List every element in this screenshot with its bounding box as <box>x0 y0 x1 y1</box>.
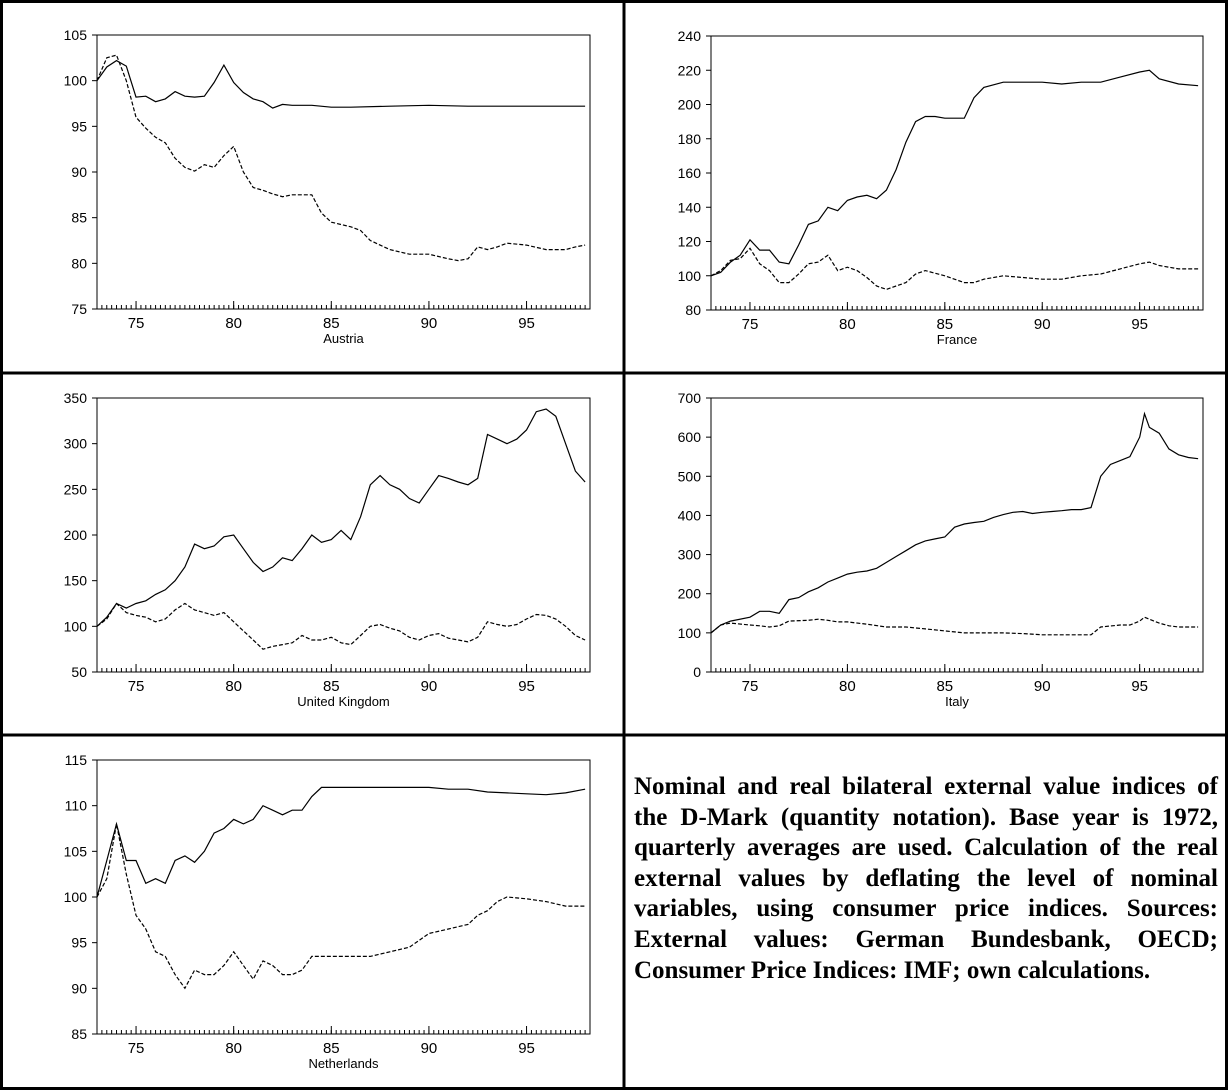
plot-area <box>710 397 1204 673</box>
x-tick-label: 95 <box>1131 678 1148 695</box>
series-line-nominal <box>710 69 1199 277</box>
chart-panel: 0 100 200 300 400 500 600 700 75 80 85 90 95 Italy <box>678 390 1204 709</box>
y-tick-label: 75 <box>71 301 87 317</box>
x-tick-label: 95 <box>1131 316 1148 333</box>
chart-panel: 80 100 120 140 160 180 200 220 240 75 80 85 90 95 Fran… <box>678 28 1204 347</box>
series-line-real <box>96 602 586 650</box>
x-axis-label: France <box>937 332 977 347</box>
y-tick-label: 100 <box>678 268 702 284</box>
x-axis-label: Austria <box>323 331 364 346</box>
chart-panel: 50 100 150 200 250 300 350 75 80 85 90 95 United Kin… <box>64 390 591 709</box>
y-tick-label: 95 <box>71 118 87 134</box>
x-tick-label: 85 <box>936 316 953 333</box>
y-tick-label: 90 <box>71 164 87 180</box>
y-tick-label: 200 <box>678 97 702 113</box>
y-tick-label: 200 <box>678 586 702 602</box>
x-axis-label: Netherlands <box>308 1056 379 1071</box>
series-line-nominal <box>96 59 586 109</box>
plot-area <box>96 34 591 310</box>
y-tick-label: 300 <box>678 547 702 563</box>
y-tick-label: 240 <box>678 28 702 44</box>
y-tick-label: 160 <box>678 165 702 181</box>
y-tick-label: 100 <box>64 618 88 634</box>
x-tick-label: 75 <box>742 316 759 333</box>
y-tick-label: 250 <box>64 481 88 497</box>
x-tick-label: 80 <box>225 1040 242 1057</box>
x-tick-label: 75 <box>742 678 759 695</box>
y-tick-label: 200 <box>64 527 88 543</box>
x-tick-label: 80 <box>839 316 856 333</box>
x-tick-label: 85 <box>323 678 340 695</box>
y-tick-label: 220 <box>678 62 702 78</box>
x-tick-label: 95 <box>518 678 535 695</box>
y-tick-label: 115 <box>65 752 88 768</box>
y-tick-label: 0 <box>693 664 701 680</box>
y-tick-label: 120 <box>678 234 702 250</box>
y-tick-label: 50 <box>71 664 87 680</box>
y-tick-label: 700 <box>678 390 702 406</box>
series-line-nominal <box>710 411 1199 634</box>
chart-panel: 85 90 95 100 105 110 115 75 80 85 90 95 Netherlands <box>64 752 591 1071</box>
x-axis-label: United Kingdom <box>297 694 390 709</box>
x-tick-label: 95 <box>518 1040 535 1057</box>
y-tick-label: 600 <box>678 429 702 445</box>
x-tick-label: 95 <box>518 315 535 332</box>
y-tick-label: 350 <box>64 390 88 406</box>
y-tick-label: 90 <box>71 980 87 996</box>
y-tick-label: 85 <box>71 1026 87 1042</box>
x-tick-label: 80 <box>225 678 242 695</box>
x-tick-label: 90 <box>1034 316 1051 333</box>
x-tick-label: 75 <box>128 315 145 332</box>
x-tick-label: 80 <box>225 315 242 332</box>
y-tick-label: 150 <box>64 573 88 589</box>
y-tick-label: 105 <box>64 843 88 859</box>
x-tick-label: 75 <box>128 1040 145 1057</box>
series-line-nominal <box>96 408 586 627</box>
x-tick-label: 90 <box>421 678 438 695</box>
y-tick-label: 85 <box>71 210 87 226</box>
y-tick-label: 100 <box>64 73 88 89</box>
x-axis-label: Italy <box>945 694 969 709</box>
y-tick-label: 180 <box>678 131 702 147</box>
series-line-nominal <box>96 786 586 898</box>
x-tick-label: 85 <box>323 1040 340 1057</box>
y-tick-label: 95 <box>71 935 87 951</box>
x-tick-label: 75 <box>128 678 145 695</box>
plot-area <box>710 35 1204 311</box>
chart-panel: 75 80 85 90 95 100 105 75 80 85 90 95 Austria <box>64 27 591 346</box>
y-tick-label: 80 <box>685 302 701 318</box>
charts-layer: 75 80 85 90 95 100 105 75 80 85 90 95 Austria 80 100 12… <box>64 27 1204 1071</box>
y-tick-label: 500 <box>678 468 702 484</box>
y-tick-label: 300 <box>64 436 88 452</box>
x-tick-label: 80 <box>839 678 856 695</box>
y-tick-label: 100 <box>64 889 88 905</box>
y-tick-label: 105 <box>64 27 88 43</box>
y-tick-label: 110 <box>65 798 88 814</box>
series-line-real <box>96 823 586 990</box>
y-tick-label: 100 <box>678 625 702 641</box>
figure-caption: Nominal and real bilateral external valu… <box>634 773 1218 984</box>
y-tick-label: 80 <box>71 255 87 271</box>
x-tick-label: 85 <box>323 315 340 332</box>
x-tick-label: 85 <box>936 678 953 695</box>
series-line-real <box>710 247 1199 291</box>
x-tick-label: 90 <box>421 315 438 332</box>
series-line-real <box>710 616 1199 636</box>
y-tick-label: 400 <box>678 507 702 523</box>
x-tick-label: 90 <box>421 1040 438 1057</box>
plot-area <box>96 759 591 1035</box>
x-tick-label: 90 <box>1034 678 1051 695</box>
series-line-real <box>96 54 586 262</box>
y-tick-label: 140 <box>678 199 702 215</box>
